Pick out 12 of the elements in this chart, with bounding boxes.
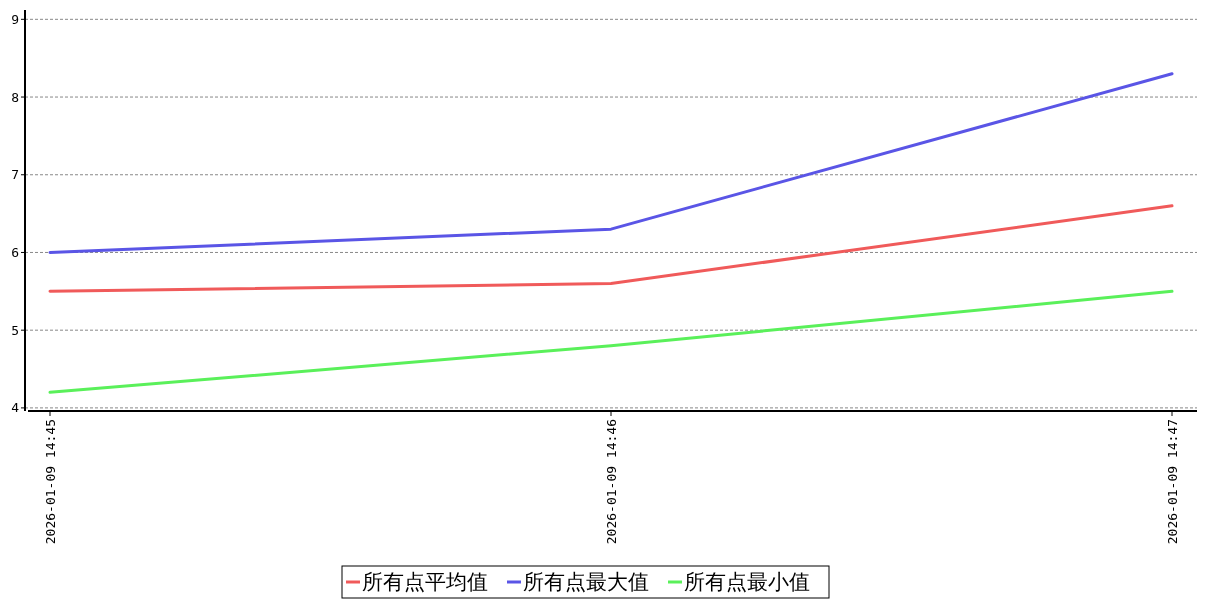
legend-label: 所有点最大值 [523,570,649,595]
legend-label: 所有点平均值 [362,570,488,595]
x-tick-label: 2026-01-09 14:45 [43,419,58,545]
x-tick-label: 2026-01-09 14:46 [604,419,619,545]
y-tick-label: 4 [11,400,20,416]
legend-label: 所有点最小值 [684,570,810,595]
y-tick-label: 7 [11,167,19,183]
y-tick-label: 6 [11,245,19,261]
x-tick-label: 2026-01-09 14:47 [1165,419,1180,545]
y-tick-label: 8 [11,89,19,105]
y-tick-label: 5 [11,322,19,338]
y-tick-label: 9 [11,11,19,27]
